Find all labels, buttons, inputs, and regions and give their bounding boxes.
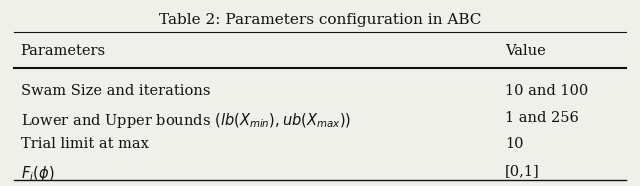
Text: 10 and 100: 10 and 100 [505, 84, 588, 98]
Text: [0,1]: [0,1] [505, 164, 540, 178]
Text: Value: Value [505, 44, 545, 58]
Text: Parameters: Parameters [20, 44, 106, 58]
Text: Swam Size and iterations: Swam Size and iterations [20, 84, 210, 98]
Text: Table 2: Parameters configuration in ABC: Table 2: Parameters configuration in ABC [159, 13, 481, 28]
Text: 10: 10 [505, 137, 524, 151]
Text: Lower and Upper bounds $(lb(X_{min}), ub(X_{max}))$: Lower and Upper bounds $(lb(X_{min}), ub… [20, 111, 351, 130]
Text: 1 and 256: 1 and 256 [505, 111, 579, 125]
Text: Trial limit at max: Trial limit at max [20, 137, 148, 151]
Text: $F_i(\phi)$: $F_i(\phi)$ [20, 164, 54, 183]
